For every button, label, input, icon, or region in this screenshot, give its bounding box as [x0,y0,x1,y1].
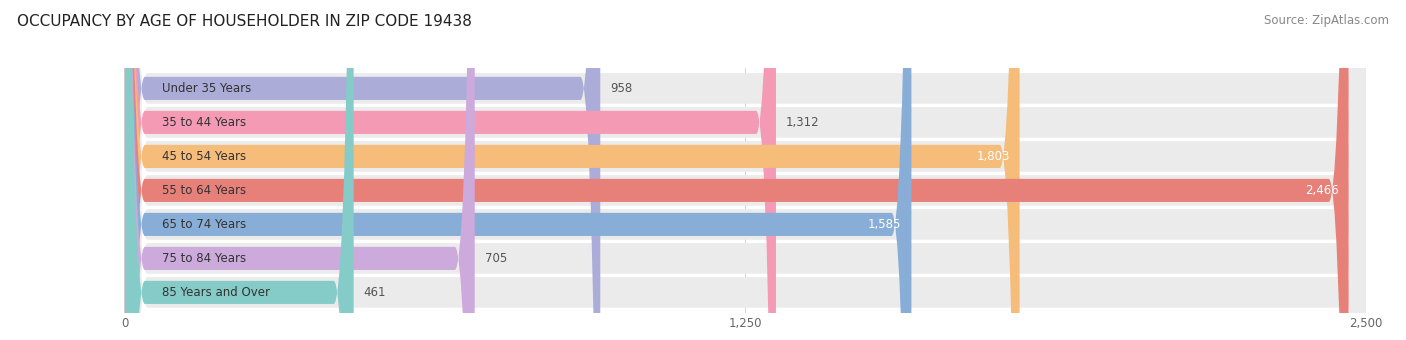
Text: 35 to 44 Years: 35 to 44 Years [162,116,246,129]
FancyBboxPatch shape [125,0,1365,340]
Text: 1,585: 1,585 [868,218,901,231]
FancyBboxPatch shape [125,0,1365,340]
Text: 1,312: 1,312 [786,116,820,129]
Text: 705: 705 [485,252,508,265]
Text: 2,466: 2,466 [1305,184,1339,197]
Text: 1,803: 1,803 [976,150,1010,163]
Text: 55 to 64 Years: 55 to 64 Years [162,184,246,197]
FancyBboxPatch shape [125,0,1365,340]
FancyBboxPatch shape [125,0,1365,340]
Text: Under 35 Years: Under 35 Years [162,82,252,95]
Text: OCCUPANCY BY AGE OF HOUSEHOLDER IN ZIP CODE 19438: OCCUPANCY BY AGE OF HOUSEHOLDER IN ZIP C… [17,14,472,29]
Text: 85 Years and Over: 85 Years and Over [162,286,270,299]
FancyBboxPatch shape [125,0,1365,340]
FancyBboxPatch shape [125,0,1365,340]
Text: Source: ZipAtlas.com: Source: ZipAtlas.com [1264,14,1389,27]
FancyBboxPatch shape [125,0,600,340]
Text: 958: 958 [610,82,633,95]
FancyBboxPatch shape [125,0,475,340]
FancyBboxPatch shape [125,0,911,340]
Text: 65 to 74 Years: 65 to 74 Years [162,218,246,231]
FancyBboxPatch shape [125,0,1348,340]
Text: 45 to 54 Years: 45 to 54 Years [162,150,246,163]
Text: 461: 461 [364,286,387,299]
FancyBboxPatch shape [125,0,1365,340]
FancyBboxPatch shape [125,0,354,340]
FancyBboxPatch shape [125,0,776,340]
FancyBboxPatch shape [125,0,1019,340]
Text: 75 to 84 Years: 75 to 84 Years [162,252,246,265]
